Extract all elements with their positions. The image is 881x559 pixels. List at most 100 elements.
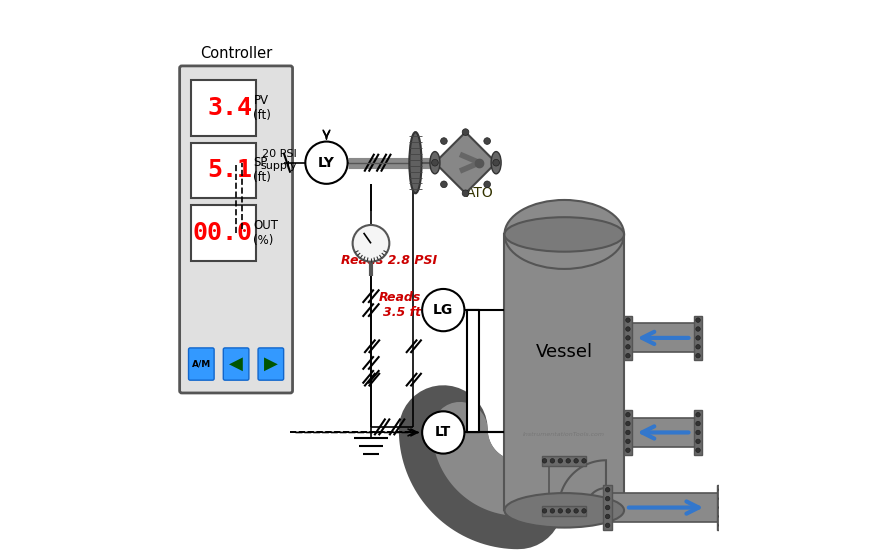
Circle shape xyxy=(581,509,586,513)
Bar xyxy=(624,324,702,352)
Circle shape xyxy=(484,138,491,144)
Bar xyxy=(191,205,255,260)
Circle shape xyxy=(440,138,448,144)
Text: PV
(ft): PV (ft) xyxy=(254,94,271,122)
Circle shape xyxy=(432,159,438,166)
Circle shape xyxy=(626,353,630,358)
Bar xyxy=(543,506,586,516)
Bar xyxy=(603,485,612,530)
Circle shape xyxy=(566,509,570,513)
Bar xyxy=(191,143,255,198)
Circle shape xyxy=(626,344,630,349)
Text: 3.4: 3.4 xyxy=(208,96,253,120)
Text: A/M: A/M xyxy=(192,359,211,368)
Text: SP
(ft): SP (ft) xyxy=(254,157,271,184)
Text: InstrumentationTools.com: InstrumentationTools.com xyxy=(523,432,605,437)
Circle shape xyxy=(696,439,700,444)
Bar xyxy=(606,493,722,522)
Circle shape xyxy=(696,335,700,340)
Circle shape xyxy=(543,509,547,513)
Bar xyxy=(191,80,255,136)
Circle shape xyxy=(574,458,578,463)
Circle shape xyxy=(626,421,630,426)
Circle shape xyxy=(696,421,700,426)
FancyBboxPatch shape xyxy=(223,348,248,380)
Circle shape xyxy=(558,458,563,463)
Circle shape xyxy=(352,225,389,262)
Ellipse shape xyxy=(491,151,501,174)
Circle shape xyxy=(719,496,723,501)
Bar xyxy=(506,506,623,513)
Text: ▶: ▶ xyxy=(264,355,278,373)
Circle shape xyxy=(492,159,500,166)
Circle shape xyxy=(626,327,630,331)
Circle shape xyxy=(558,509,563,513)
Bar xyxy=(506,229,623,235)
FancyBboxPatch shape xyxy=(180,66,292,393)
Text: Reads 2.8 PSI: Reads 2.8 PSI xyxy=(342,254,438,267)
Text: LY: LY xyxy=(318,156,335,170)
Ellipse shape xyxy=(505,493,624,528)
Circle shape xyxy=(574,509,578,513)
Text: Vessel: Vessel xyxy=(536,343,593,361)
Circle shape xyxy=(626,439,630,444)
Circle shape xyxy=(581,458,586,463)
Circle shape xyxy=(605,487,610,492)
Bar xyxy=(505,234,624,510)
Ellipse shape xyxy=(505,200,624,269)
Circle shape xyxy=(626,413,630,417)
Text: 00.0: 00.0 xyxy=(192,221,253,245)
Text: Controller: Controller xyxy=(200,46,272,61)
Bar xyxy=(624,316,632,360)
Circle shape xyxy=(696,448,700,452)
Circle shape xyxy=(543,458,547,463)
Text: LT: LT xyxy=(435,425,451,439)
Text: LG: LG xyxy=(433,303,454,317)
Text: 20 PSI
supply: 20 PSI supply xyxy=(261,149,298,170)
Circle shape xyxy=(440,181,448,188)
Circle shape xyxy=(626,430,630,435)
Circle shape xyxy=(551,458,555,463)
Circle shape xyxy=(719,505,723,510)
Circle shape xyxy=(696,353,700,358)
Bar xyxy=(624,410,632,454)
Text: ATO: ATO xyxy=(465,186,493,200)
Circle shape xyxy=(626,318,630,323)
FancyBboxPatch shape xyxy=(258,348,284,380)
Bar xyxy=(543,456,586,466)
Circle shape xyxy=(422,289,464,331)
Bar xyxy=(549,460,580,510)
Ellipse shape xyxy=(410,132,422,193)
Circle shape xyxy=(566,458,570,463)
Polygon shape xyxy=(559,460,606,508)
Circle shape xyxy=(696,430,700,435)
Ellipse shape xyxy=(430,151,440,174)
Circle shape xyxy=(696,327,700,331)
Bar xyxy=(467,310,479,433)
Circle shape xyxy=(605,523,610,528)
Bar xyxy=(694,410,702,454)
Circle shape xyxy=(605,496,610,501)
Circle shape xyxy=(551,509,555,513)
Circle shape xyxy=(463,129,469,135)
Text: Reads
3.5 ft: Reads 3.5 ft xyxy=(379,291,421,319)
Circle shape xyxy=(696,318,700,323)
Circle shape xyxy=(422,411,464,453)
Bar xyxy=(694,316,702,360)
Circle shape xyxy=(719,487,723,492)
Circle shape xyxy=(626,448,630,452)
Circle shape xyxy=(605,514,610,519)
Text: 5.1: 5.1 xyxy=(208,159,253,182)
Circle shape xyxy=(306,141,348,184)
Circle shape xyxy=(463,190,469,197)
Circle shape xyxy=(719,523,723,528)
Ellipse shape xyxy=(505,217,624,252)
Polygon shape xyxy=(435,132,496,193)
Text: ◀: ◀ xyxy=(229,355,243,373)
Circle shape xyxy=(719,514,723,519)
Circle shape xyxy=(605,505,610,510)
Text: OUT
(%): OUT (%) xyxy=(254,219,278,247)
Bar xyxy=(624,418,702,447)
Circle shape xyxy=(484,181,491,188)
Circle shape xyxy=(626,335,630,340)
